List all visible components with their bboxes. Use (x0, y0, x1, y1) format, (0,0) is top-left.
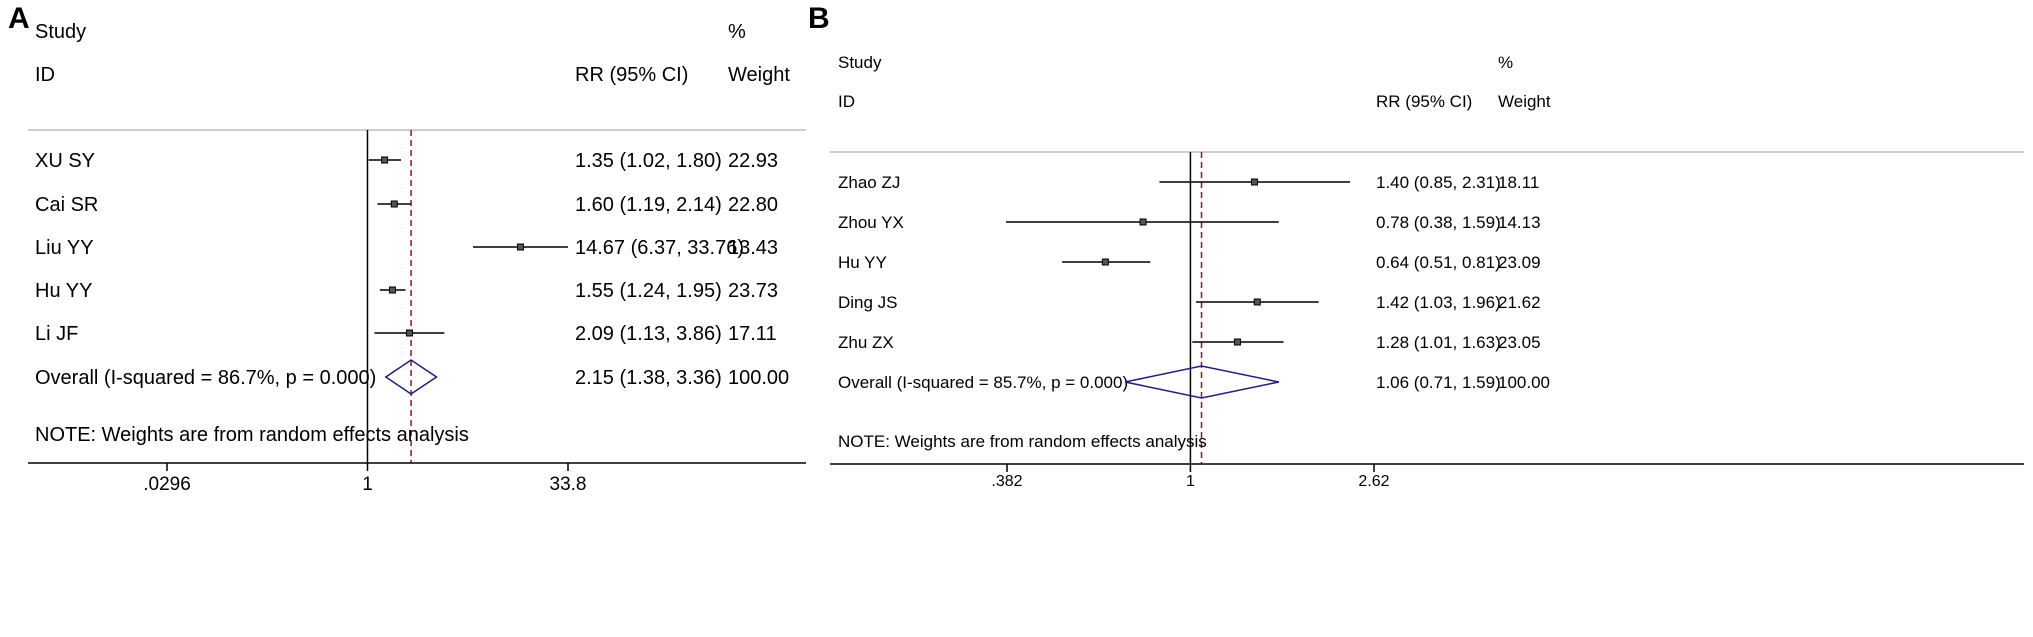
header-effect: RR (95% CI) (1376, 92, 1472, 111)
weight-value: 21.62 (1498, 293, 1541, 312)
point-estimate (381, 156, 389, 164)
study-label: Cai SR (35, 194, 98, 216)
weight-value: 22.80 (728, 194, 778, 216)
weight-value: 14.13 (1498, 213, 1541, 232)
effect-ci-text: 1.40 (0.85, 2.31) (1376, 173, 1501, 192)
weight-value: 23.05 (1498, 333, 1541, 352)
study-label: Zhu ZX (838, 333, 894, 352)
overall-effect-ci-text: 1.06 (0.71, 1.59) (1376, 373, 1501, 392)
point-estimate (1253, 298, 1261, 306)
study-label: Zhou YX (838, 213, 904, 232)
effect-ci-text: 0.64 (0.51, 0.81) (1376, 253, 1501, 272)
weight-value: 13.43 (728, 237, 778, 259)
header-id: ID (35, 64, 55, 86)
weight-value: 22.93 (728, 150, 778, 172)
point-estimate (1101, 258, 1109, 266)
effect-ci-text: 14.67 (6.37, 33.76) (575, 237, 744, 259)
header-study: Study (838, 53, 882, 72)
x-tick-label: 1 (1186, 473, 1195, 490)
overall-diamond (384, 359, 438, 395)
study-label: Li JF (35, 323, 78, 345)
effect-ci-text: 0.78 (0.38, 1.59) (1376, 213, 1501, 232)
header-weight-percent: % (1498, 53, 1513, 72)
point-estimate (516, 243, 524, 251)
point-estimate (1139, 218, 1147, 226)
overall-weight-value: 100.00 (728, 367, 789, 389)
overall-label: Overall (I-squared = 85.7%, p = 0.000) (838, 373, 1128, 392)
note-text: NOTE: Weights are from random effects an… (35, 424, 469, 446)
header-study: Study (35, 21, 86, 43)
x-tick-label: .0296 (143, 474, 191, 495)
weight-value: 23.73 (728, 280, 778, 302)
effect-ci-text: 1.42 (1.03, 1.96) (1376, 293, 1501, 312)
study-label: Hu YY (35, 280, 92, 302)
weight-value: 17.11 (728, 323, 777, 345)
panel-label: B (808, 2, 830, 35)
study-label: Zhao ZJ (838, 173, 900, 192)
x-tick-label: 1 (362, 474, 373, 495)
overall-label: Overall (I-squared = 86.7%, p = 0.000) (35, 367, 376, 389)
x-tick-label: 33.8 (550, 474, 587, 495)
point-estimate (388, 286, 396, 294)
x-tick-label: 2.62 (1358, 473, 1389, 490)
effect-ci-text: 1.60 (1.19, 2.14) (575, 194, 722, 216)
overall-diamond (1124, 365, 1279, 399)
point-estimate (1251, 178, 1259, 186)
panel-label: A (8, 2, 30, 35)
study-label: Hu YY (838, 253, 887, 272)
overall-weight-value: 100.00 (1498, 373, 1550, 392)
study-label: Ding JS (838, 293, 898, 312)
effect-ci-text: 2.09 (1.13, 3.86) (575, 323, 722, 345)
study-label: Liu YY (35, 237, 94, 259)
header-effect: RR (95% CI) (575, 64, 688, 86)
point-estimate (405, 329, 413, 337)
study-label: XU SY (35, 150, 95, 172)
point-estimate (1233, 338, 1241, 346)
point-estimate (390, 200, 398, 208)
note-text: NOTE: Weights are from random effects an… (838, 432, 1207, 451)
header-weight: Weight (1498, 92, 1551, 111)
header-id: ID (838, 92, 855, 111)
effect-ci-text: 1.35 (1.02, 1.80) (575, 150, 722, 172)
overall-effect-ci-text: 2.15 (1.38, 3.36) (575, 367, 722, 389)
weight-value: 18.11 (1498, 173, 1539, 192)
header-weight: Weight (728, 64, 790, 86)
x-tick-label: .382 (991, 473, 1022, 490)
weight-value: 23.09 (1498, 253, 1541, 272)
effect-ci-text: 1.28 (1.01, 1.63) (1376, 333, 1501, 352)
effect-ci-text: 1.55 (1.24, 1.95) (575, 280, 722, 302)
header-weight-percent: % (728, 21, 746, 43)
